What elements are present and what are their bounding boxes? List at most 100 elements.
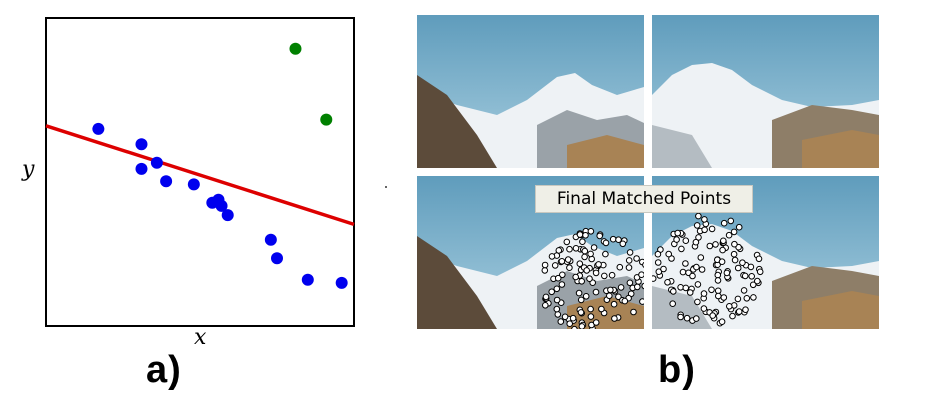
- match-marker: [557, 318, 565, 325]
- match-marker: [553, 296, 561, 304]
- match-marker: [756, 268, 764, 276]
- match-marker: [678, 245, 685, 253]
- match-marker: [720, 219, 728, 227]
- match-marker: [723, 269, 731, 277]
- match-marker: [669, 300, 677, 307]
- match-marker: [566, 245, 573, 253]
- match-marker: [694, 281, 702, 288]
- fit-line-layer: [45, 124, 355, 227]
- match-marker: [748, 273, 755, 280]
- match-marker: [750, 294, 757, 301]
- match-marker: [741, 272, 749, 280]
- match-marker: [583, 267, 590, 274]
- match-marker: [664, 279, 671, 286]
- match-marker: [735, 308, 743, 315]
- match-marker: [551, 262, 559, 269]
- match-marker: [679, 268, 687, 276]
- match-marker: [569, 314, 577, 322]
- match-marker: [634, 283, 641, 291]
- match-marker: [558, 281, 566, 288]
- match-marker: [747, 263, 755, 271]
- match-marker: [683, 314, 691, 322]
- match-marker: [586, 275, 593, 282]
- match-marker: [572, 245, 580, 252]
- match-marker: [700, 290, 708, 297]
- match-marker: [572, 273, 579, 281]
- match-marker: [617, 284, 625, 291]
- match-marker: [638, 271, 644, 278]
- inlier-point: [264, 233, 277, 246]
- match-marker: [625, 264, 633, 271]
- match-marker: [642, 261, 644, 268]
- match-marker: [548, 253, 556, 260]
- match-marker: [554, 311, 562, 318]
- match-marker: [625, 257, 633, 264]
- inlier-point: [160, 175, 173, 188]
- match-marker: [626, 249, 634, 256]
- matched-points-left: [541, 227, 644, 329]
- match-marker: [577, 309, 585, 316]
- match-marker: [718, 258, 726, 265]
- final-matched-points-label: Final Matched Points: [535, 185, 753, 213]
- inlier-point: [92, 122, 105, 135]
- inlier-point: [301, 273, 314, 286]
- match-marker: [709, 312, 717, 319]
- match-marker: [720, 294, 728, 301]
- match-marker: [674, 229, 682, 237]
- match-marker: [578, 323, 586, 329]
- match-marker: [609, 235, 617, 243]
- match-marker: [576, 260, 584, 267]
- inlier-point: [221, 209, 234, 222]
- match-marker: [616, 263, 624, 271]
- photo-top-left: [417, 15, 644, 168]
- match-marker: [726, 303, 733, 310]
- match-marker: [694, 298, 701, 306]
- match-marker: [601, 272, 608, 280]
- match-marker: [582, 232, 589, 239]
- match-marker: [734, 295, 742, 303]
- scatter-plot-panel: y x a): [0, 0, 380, 404]
- match-marker: [730, 250, 738, 258]
- inlier-point: [215, 199, 228, 212]
- match-marker: [621, 297, 629, 305]
- mountain-image: [417, 15, 644, 168]
- match-marker: [610, 300, 618, 308]
- match-marker: [654, 250, 662, 258]
- match-marker: [701, 226, 708, 234]
- mountain-image: [652, 15, 879, 168]
- match-marker: [665, 250, 673, 258]
- match-marker: [576, 231, 584, 238]
- inlier-point: [135, 138, 148, 151]
- match-marker: [739, 259, 746, 266]
- match-marker: [559, 271, 566, 279]
- match-marker: [581, 253, 588, 261]
- match-marker: [563, 238, 571, 246]
- x-axis-label: x: [194, 325, 207, 350]
- match-marker: [706, 242, 714, 250]
- match-marker: [564, 256, 572, 263]
- match-marker: [553, 285, 561, 293]
- match-marker: [592, 269, 600, 277]
- match-marker: [592, 288, 600, 296]
- match-marker: [682, 237, 690, 244]
- match-marker: [677, 313, 684, 321]
- match-marker: [626, 279, 634, 287]
- match-marker: [730, 228, 738, 236]
- stray-dot: [385, 186, 387, 188]
- match-marker: [731, 256, 739, 264]
- caption-b: b): [658, 349, 696, 391]
- match-marker: [714, 271, 722, 279]
- match-marker: [720, 237, 727, 245]
- match-marker: [598, 305, 605, 313]
- match-marker: [596, 232, 603, 240]
- match-marker: [541, 267, 549, 274]
- match-marker: [749, 281, 757, 289]
- plot-frame: [45, 17, 355, 327]
- match-marker: [590, 244, 598, 251]
- match-marker: [630, 308, 637, 316]
- match-marker: [697, 254, 705, 261]
- match-marker: [548, 288, 555, 296]
- match-marker: [734, 264, 742, 272]
- match-marker: [571, 325, 578, 329]
- match-marker: [579, 238, 586, 245]
